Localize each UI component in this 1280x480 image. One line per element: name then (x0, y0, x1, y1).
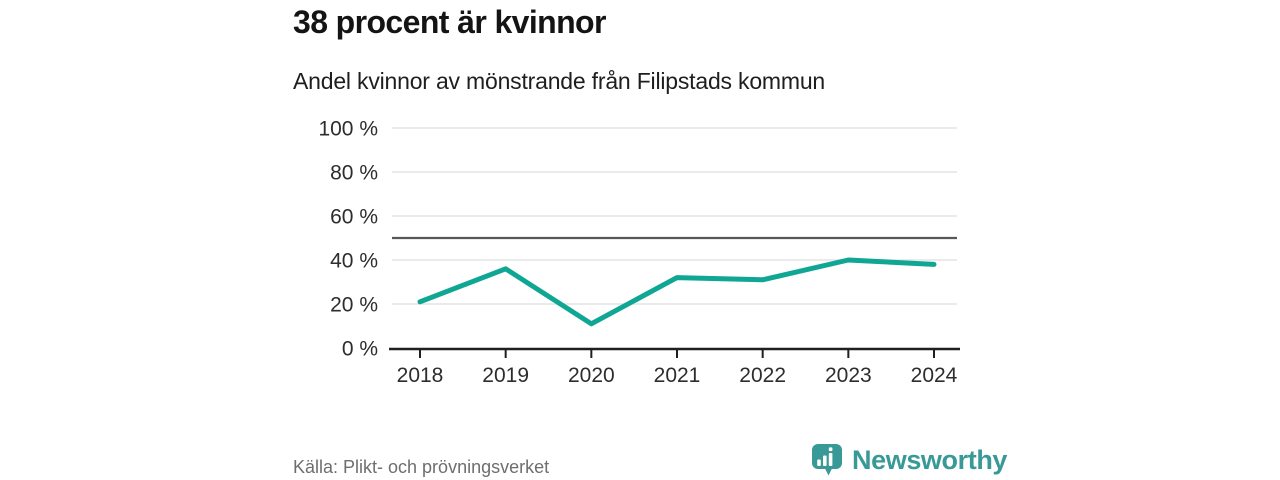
y-tick-label: 60 % (330, 206, 378, 229)
chart-subtitle: Andel kvinnor av mönstrande från Filipst… (293, 68, 826, 94)
x-tick-label: 2019 (482, 364, 529, 387)
source-note: Källa: Plikt- och prövningsverket (293, 457, 550, 477)
x-tick-label: 2024 (911, 364, 958, 387)
line-chart: 0 % 20 % 40 % 60 % 80 % 100 % 2018 2019 2020 2021… (318, 118, 960, 387)
x-tick-label: 2023 (825, 364, 872, 387)
brand-name: Newsworthy (852, 445, 1008, 475)
newsworthy-icon (812, 444, 842, 476)
x-tick-label: 2021 (654, 364, 701, 387)
y-tick-label: 0 % (342, 338, 378, 361)
data-line (417, 257, 937, 327)
y-tick-label: 80 % (330, 162, 378, 185)
chart-title: 38 procent är kvinnor (293, 4, 606, 40)
y-tick-label: 100 % (318, 118, 378, 141)
y-tick-label: 20 % (330, 294, 378, 317)
logo-bubble (812, 444, 842, 476)
logo-bar-chart-glyph (817, 447, 833, 466)
x-tick-label: 2018 (397, 364, 444, 387)
x-tick-label: 2020 (568, 364, 615, 387)
newsworthy-logo: Newsworthy (811, 443, 1007, 477)
y-tick-label: 40 % (330, 250, 378, 273)
x-tick-label: 2022 (739, 364, 786, 387)
